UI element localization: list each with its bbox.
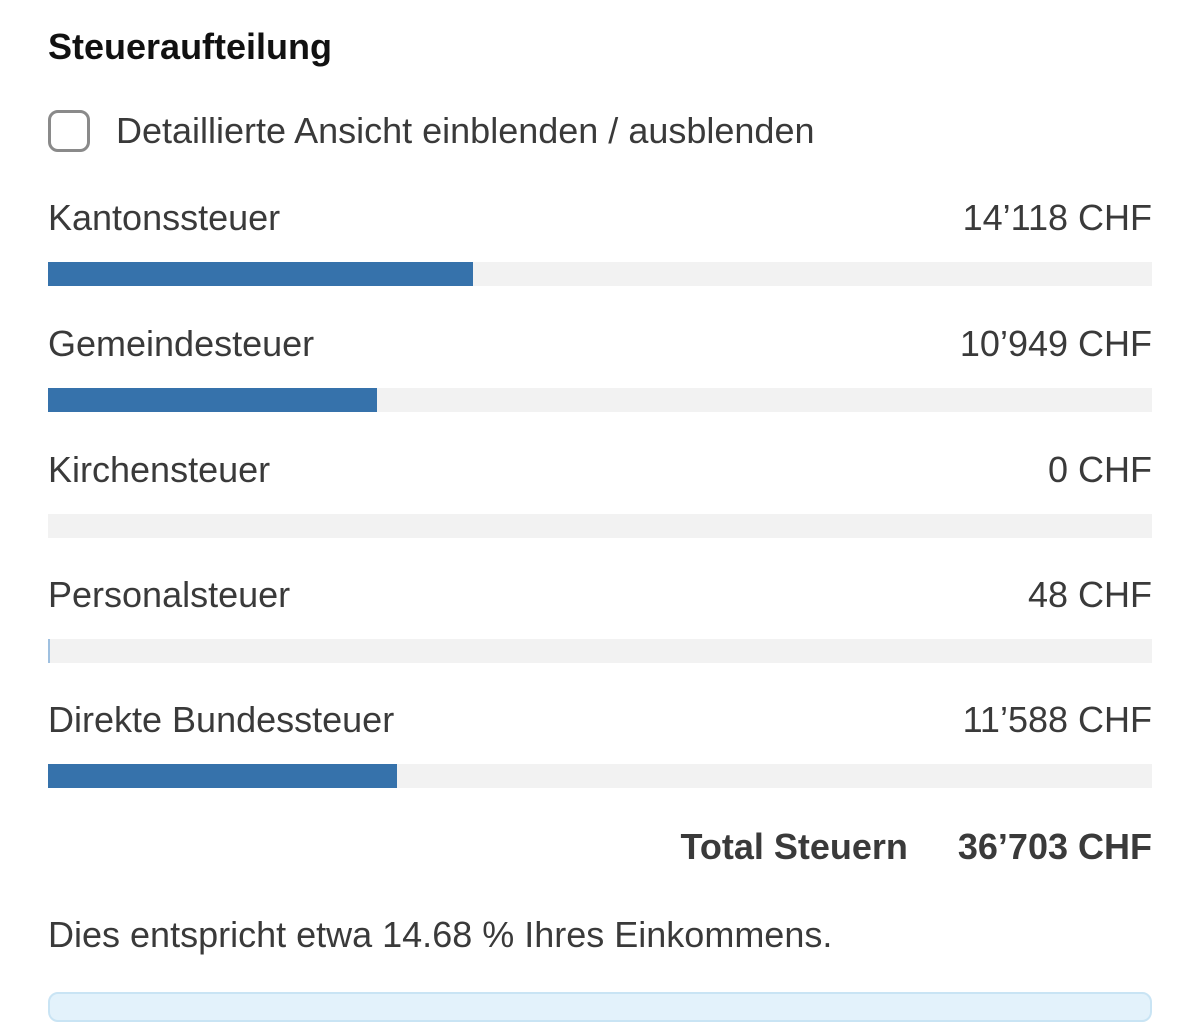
tax-row-kirchensteuer: Kirchensteuer 0 CHF xyxy=(48,448,1152,548)
section-title: Steueraufteilung xyxy=(48,26,333,67)
tax-bar-track xyxy=(48,639,1152,663)
total-taxes-label: Total Steuern xyxy=(680,826,908,867)
tax-label: Personalsteuer xyxy=(48,574,291,615)
tax-label: Gemeindesteuer xyxy=(48,323,315,364)
tax-label: Kantonssteuer xyxy=(48,197,281,238)
tax-bar-fill xyxy=(48,388,377,412)
detail-view-toggle-label[interactable]: Detaillierte Ansicht einblenden / ausble… xyxy=(116,110,815,151)
tax-label: Kirchensteuer xyxy=(48,449,271,490)
tax-breakdown-panel: Steueraufteilung Detaillierte Ansicht ei… xyxy=(48,0,1152,1022)
tax-amount: 0 CHF xyxy=(1047,449,1152,490)
tax-row-kantonssteuer: Kantonssteuer 14’118 CHF xyxy=(48,196,1152,296)
tax-bar-track xyxy=(48,514,1152,538)
tax-amount: 14’118 CHF xyxy=(962,197,1152,238)
tax-amount: 48 CHF xyxy=(1027,574,1152,615)
detail-view-toggle[interactable]: Detaillierte Ansicht einblenden / ausble… xyxy=(48,106,814,156)
tax-bar-fill xyxy=(48,262,474,286)
tax-amount: 10’949 CHF xyxy=(959,323,1152,364)
tax-amount: 11’588 CHF xyxy=(962,699,1152,740)
tax-row-gemeindesteuer: Gemeindesteuer 10’949 CHF xyxy=(48,322,1152,422)
info-box xyxy=(48,992,1152,1022)
tax-row-personalsteuer: Personalsteuer 48 CHF xyxy=(48,573,1152,673)
total-taxes-amount: 36’703 CHF xyxy=(957,826,1152,867)
tax-bar-fill xyxy=(48,764,397,788)
tax-row-direkte-bundessteuer: Direkte Bundessteuer 11’588 CHF xyxy=(48,698,1152,798)
tax-bar-track xyxy=(48,388,1152,412)
total-taxes-row: Total Steuern 36’703 CHF xyxy=(681,824,1152,870)
tax-bar-track xyxy=(48,764,1152,788)
income-share-summary: Dies entspricht etwa 14.68 % Ihres Einko… xyxy=(48,914,833,955)
tax-bar-fill xyxy=(48,639,50,663)
tax-bar-track xyxy=(48,262,1152,286)
tax-label: Direkte Bundessteuer xyxy=(48,699,395,740)
detail-view-checkbox[interactable] xyxy=(48,110,90,152)
